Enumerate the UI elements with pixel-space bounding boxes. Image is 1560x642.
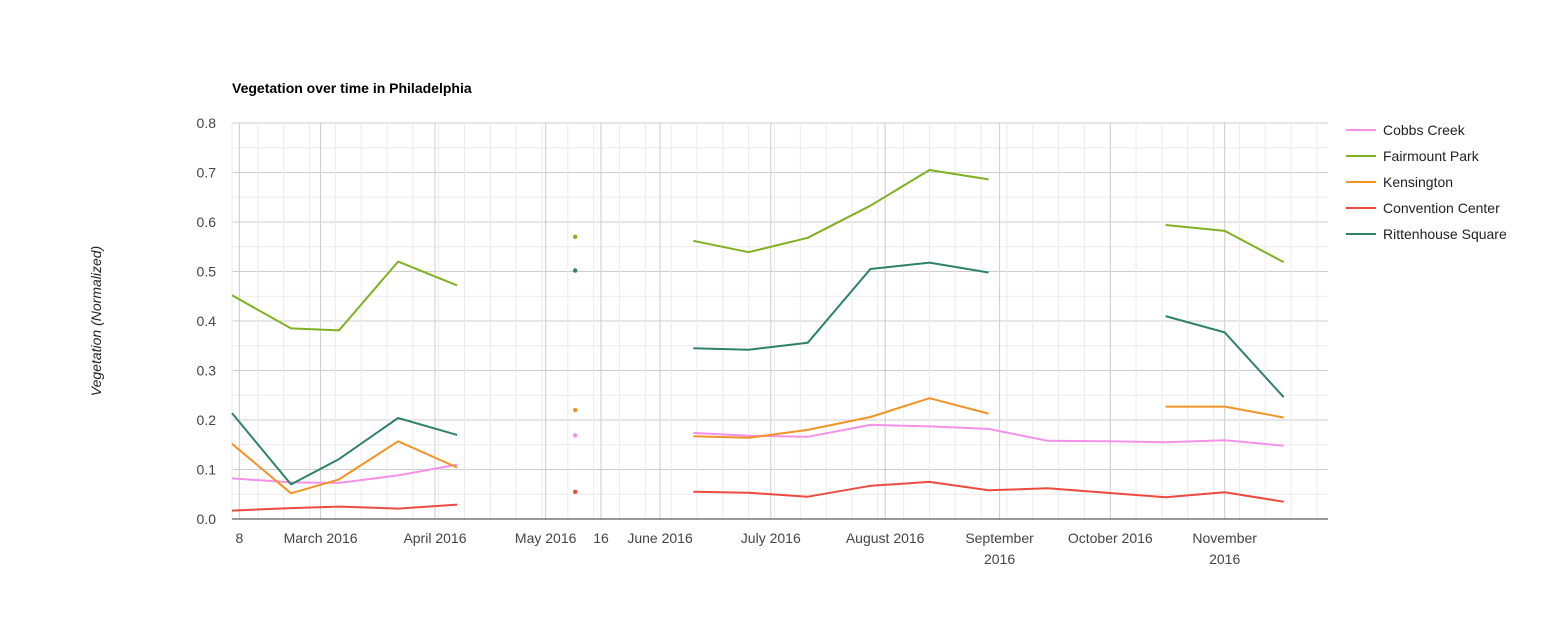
series-line xyxy=(231,412,458,486)
grid xyxy=(231,122,1328,520)
x-tick-label: November 2016 xyxy=(1192,530,1257,567)
data-point xyxy=(572,234,578,240)
y-tick-label: 0.5 xyxy=(197,264,217,280)
series-1 xyxy=(231,169,1285,332)
y-tick-label: 0.1 xyxy=(197,462,217,478)
legend-label: Kensington xyxy=(1383,174,1453,190)
x-tick-label: 8 xyxy=(235,530,243,546)
series-3 xyxy=(231,480,1284,512)
y-tick-label: 0.4 xyxy=(197,313,217,329)
y-tick-label: 0.8 xyxy=(197,115,217,131)
series-line xyxy=(1165,224,1285,263)
y-tick-label: 0.2 xyxy=(197,412,217,428)
x-tick-label: April 2016 xyxy=(403,530,466,546)
y-tick-labels: 0.0 0.1 0.2 0.3 0.4 0.5 0.6 0.7 0.8 xyxy=(197,115,217,527)
series-line xyxy=(231,260,458,332)
data-point xyxy=(572,407,578,413)
series-line xyxy=(1165,315,1285,398)
legend-label: Rittenhouse Square xyxy=(1383,226,1507,242)
series-line xyxy=(231,503,458,512)
x-tick-label: 16 xyxy=(593,530,609,546)
y-tick-label: 0.0 xyxy=(197,511,217,527)
legend-label: Convention Center xyxy=(1383,200,1500,216)
series-line xyxy=(1165,405,1284,419)
x-tick-label: August 2016 xyxy=(846,530,925,546)
chart-title: Vegetation over time in Philadelphia xyxy=(232,80,472,96)
x-tick-label: October 2016 xyxy=(1068,530,1153,546)
series-lines xyxy=(231,169,1285,512)
series-2 xyxy=(231,397,1284,495)
x-tick-label: September 2016 xyxy=(965,530,1034,567)
series-line xyxy=(693,423,1284,447)
series-4 xyxy=(231,261,1285,486)
legend-label: Cobbs Creek xyxy=(1383,122,1466,138)
x-tick-label: June 2016 xyxy=(627,530,693,546)
x-tick-label: May 2016 xyxy=(515,530,577,546)
y-tick-label: 0.7 xyxy=(197,165,217,181)
series-line xyxy=(231,463,458,484)
legend: Cobbs Creek Fairmount Park Kensington Conve… xyxy=(1346,122,1507,242)
y-axis-title: Vegetation (Normalized) xyxy=(88,246,104,396)
series-line xyxy=(693,261,989,351)
x-tick-labels: 8 March 2016 April 2016 May 2016 16 June 2016… xyxy=(235,530,1257,567)
data-point xyxy=(572,433,578,438)
data-point xyxy=(572,489,578,494)
series-0 xyxy=(231,423,1284,484)
series-line xyxy=(231,440,458,495)
y-tick-label: 0.3 xyxy=(197,363,217,379)
data-point xyxy=(572,268,578,273)
series-line xyxy=(693,480,1284,503)
x-tick-label: July 2016 xyxy=(741,530,801,546)
series-line xyxy=(693,397,989,439)
legend-label: Fairmount Park xyxy=(1383,148,1480,164)
x-tick-label: March 2016 xyxy=(284,530,358,546)
series-line xyxy=(693,169,989,254)
y-tick-label: 0.6 xyxy=(197,214,217,230)
